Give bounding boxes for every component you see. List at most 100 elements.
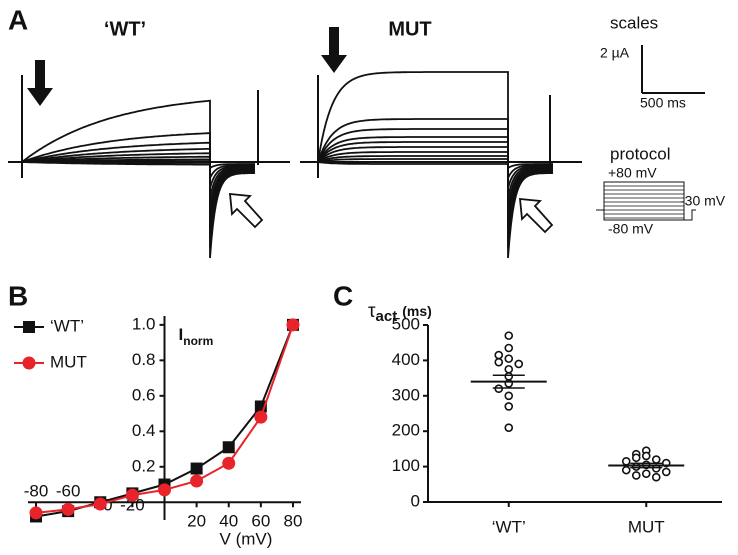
y-tick-label: 400 (392, 350, 420, 369)
x-axis-label: V (mV) (220, 529, 273, 548)
y-tick-label: 0.8 (132, 350, 156, 369)
data-point (504, 354, 514, 363)
y-label-main: I (179, 325, 184, 344)
current-trace (317, 128, 553, 189)
data-point (631, 453, 641, 463)
current-trace (21, 132, 255, 179)
x-tick-label: 40 (219, 512, 238, 531)
data-point (631, 471, 641, 480)
trace-title: ‘WT’ (104, 18, 146, 40)
marker (61, 502, 75, 516)
y-label-main: τ (368, 301, 376, 322)
current-trace (21, 155, 255, 219)
marker (254, 410, 268, 424)
y-tick-label: 0.6 (132, 385, 156, 404)
marker (286, 318, 300, 332)
data-point (494, 350, 504, 360)
current-trace (317, 155, 553, 239)
x-tick-label: MUT (628, 517, 665, 536)
data-point (621, 465, 631, 475)
data-point (504, 423, 514, 432)
y-label-sub: act (376, 308, 398, 325)
marker (29, 506, 43, 520)
x-tick-label: 80 (284, 512, 303, 531)
protocol-label: -30 mV (680, 193, 726, 209)
legend-label: ‘WT’ (50, 316, 84, 335)
arrow (228, 192, 264, 229)
protocol-label: -80 mV (608, 221, 654, 237)
data-point (651, 472, 661, 482)
arrow (518, 197, 554, 234)
y-tick-label: 1.0 (132, 314, 156, 333)
y-label-unit: (ms) (402, 303, 432, 319)
trace-title: MUT (388, 18, 431, 40)
x-tick-label: 20 (187, 512, 206, 531)
x-tick-label: -80 (24, 482, 49, 501)
data-point (651, 455, 661, 464)
data-point (504, 364, 514, 374)
current-trace (21, 161, 256, 259)
marker (222, 456, 236, 470)
marker (93, 497, 107, 511)
y-tick-label: 0.2 (132, 456, 156, 475)
panel-label: B (8, 280, 28, 311)
legend-marker (22, 356, 36, 370)
data-point (494, 357, 504, 367)
data-point (621, 456, 631, 466)
current-trace (21, 148, 255, 199)
y-axis-label: Inorm (179, 325, 214, 348)
current-trace (21, 99, 255, 170)
marker (190, 462, 203, 475)
y-label-sub: norm (183, 334, 213, 348)
protocol-label: +80 mV (608, 165, 657, 181)
arrow (321, 27, 347, 73)
data-point (504, 372, 514, 381)
current-trace (317, 118, 553, 179)
data-point (514, 359, 524, 369)
protocol-diagram (596, 181, 696, 221)
current-trace (317, 161, 554, 259)
current-trace (317, 141, 553, 209)
data-point (641, 451, 651, 461)
protocol-title: protocol (610, 144, 670, 163)
current-trace (317, 71, 553, 170)
x-tick-label: -60 (56, 482, 81, 501)
current-trace (317, 146, 553, 219)
current-trace (21, 152, 255, 209)
scale-label: 500 ms (640, 95, 686, 111)
current-trace (317, 151, 553, 229)
legend-marker (23, 321, 35, 333)
current-trace (317, 158, 554, 249)
y-tick-label: 0.4 (132, 421, 156, 440)
panel-label: C (333, 280, 353, 311)
data-point (641, 469, 651, 478)
scales-title: scales (610, 13, 658, 32)
marker (125, 488, 139, 502)
data-point (504, 391, 514, 401)
marker (222, 441, 235, 454)
arrow (27, 60, 53, 106)
y-tick-label: 0 (411, 491, 420, 510)
x-tick-label: -20 (120, 496, 145, 515)
scale-label: 2 µA (600, 45, 630, 61)
panel-label: A (8, 4, 28, 35)
current-trace (21, 141, 255, 189)
current-trace (317, 136, 553, 199)
y-axis-label: τact (ms) (368, 301, 432, 325)
x-tick-label: 60 (251, 512, 270, 531)
panel-a (8, 27, 705, 259)
data-point (661, 467, 671, 477)
data-point (504, 331, 514, 340)
marker (158, 483, 171, 497)
data-point (504, 343, 514, 353)
y-tick-label: 300 (392, 385, 420, 404)
legend-label: MUT (50, 352, 87, 371)
y-tick-label: 200 (392, 421, 420, 440)
x-tick-label: ‘WT’ (492, 517, 526, 536)
y-tick-label: 100 (392, 456, 420, 475)
marker (190, 474, 204, 488)
y-tick-label: 500 (392, 314, 420, 333)
data-point (504, 402, 514, 411)
